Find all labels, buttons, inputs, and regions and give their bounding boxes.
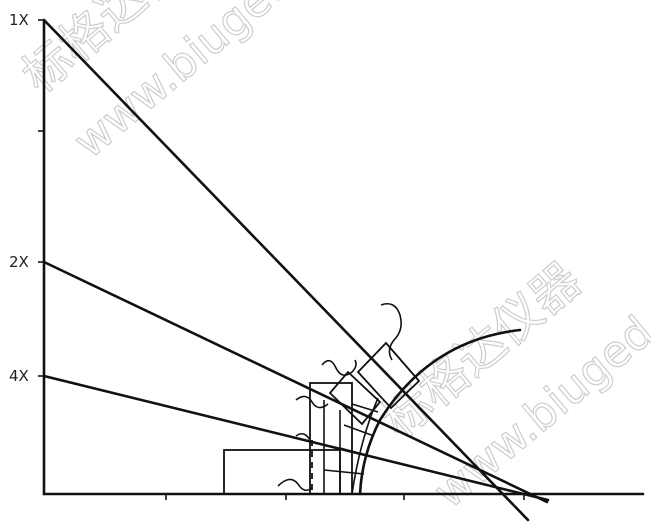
watermark-top-left: 标格达仪器 www.biuged bbox=[11, 0, 304, 169]
break-mark-mid bbox=[321, 359, 357, 376]
label-1x: 1X bbox=[9, 11, 29, 29]
break-mark-left bbox=[295, 395, 329, 409]
break-mark-upper bbox=[380, 302, 402, 361]
ray-4x bbox=[42, 374, 550, 502]
ray-1x bbox=[42, 18, 530, 522]
ray-2x bbox=[42, 260, 549, 504]
break-mark-small bbox=[295, 432, 311, 441]
tilted-block-mid bbox=[328, 370, 382, 426]
outer-arc bbox=[358, 328, 522, 496]
grid-line-d bbox=[323, 469, 365, 475]
label-2x: 2X bbox=[9, 253, 29, 271]
break-mark-bottom bbox=[277, 478, 313, 492]
grid-line-c bbox=[339, 447, 371, 457]
tilted-block-upper bbox=[356, 341, 421, 410]
sample-block-low bbox=[223, 449, 341, 495]
inner-arc bbox=[351, 397, 379, 495]
grid-line-a bbox=[351, 403, 379, 413]
label-4x: 4X bbox=[9, 367, 29, 385]
grid-line-b bbox=[343, 424, 375, 437]
sample-block-tall bbox=[309, 382, 353, 495]
